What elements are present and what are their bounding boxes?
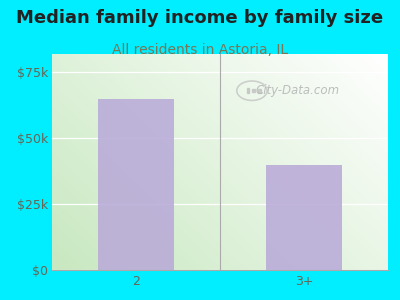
Text: City-Data.com: City-Data.com <box>255 84 339 97</box>
Bar <box>266 165 342 270</box>
Text: All residents in Astoria, IL: All residents in Astoria, IL <box>112 44 288 58</box>
FancyArrow shape <box>246 88 249 93</box>
Bar <box>98 99 174 270</box>
FancyArrow shape <box>258 88 261 93</box>
Text: Median family income by family size: Median family income by family size <box>16 9 384 27</box>
FancyArrow shape <box>252 89 255 92</box>
